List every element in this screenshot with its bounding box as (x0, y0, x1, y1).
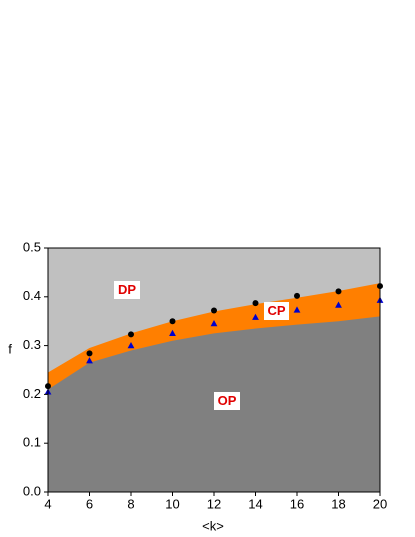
plot-area: 0.0 0.1 0.2 0.3 0.4 0.5 4 6 8 10 12 14 16 18 20 (23, 239, 387, 511)
label-box (264, 302, 289, 320)
triangle-point (210, 320, 218, 327)
x-tick-label: 18 (331, 496, 345, 511)
label-box (114, 281, 140, 299)
circle-point (335, 288, 342, 295)
triangle-point (252, 313, 259, 320)
circle-point (169, 318, 176, 325)
y-tick-label: 0.4 (23, 288, 41, 303)
triangle-point (86, 357, 93, 364)
y-tick-label: 0.0 (23, 483, 41, 498)
x-axis-label: <k> (202, 518, 224, 533)
x-tick-label: 12 (207, 496, 221, 511)
x-tick-label: 20 (373, 496, 387, 511)
triangle-point (169, 329, 176, 336)
y-tick-label: 0.5 (23, 239, 41, 254)
region-label: OP (218, 393, 237, 408)
circle-point (86, 350, 93, 357)
x-tick-label: 6 (86, 496, 93, 511)
y-tick-label: 0.2 (23, 386, 41, 401)
x-tick-label: 16 (290, 496, 304, 511)
x-tick-label: 8 (127, 496, 134, 511)
circle-point (128, 331, 134, 338)
region-label: CP (267, 303, 285, 318)
x-tick-label: 10 (165, 496, 179, 511)
region-label: DP (118, 282, 136, 297)
y-tick-label: 0.3 (23, 337, 41, 352)
x-tick-label: 14 (248, 496, 262, 511)
circle-point (252, 300, 259, 307)
label-box (214, 392, 240, 410)
circle-point (211, 307, 217, 314)
triangle-point (335, 301, 342, 308)
circle-point (294, 292, 300, 299)
y-axis-label: f (8, 341, 12, 356)
triangle-point (127, 342, 135, 349)
y-tick-label: 0.1 (23, 435, 41, 450)
triangle-point (293, 306, 301, 313)
x-tick-label: 4 (44, 496, 51, 511)
region-labels: DP CP OP (114, 281, 289, 410)
